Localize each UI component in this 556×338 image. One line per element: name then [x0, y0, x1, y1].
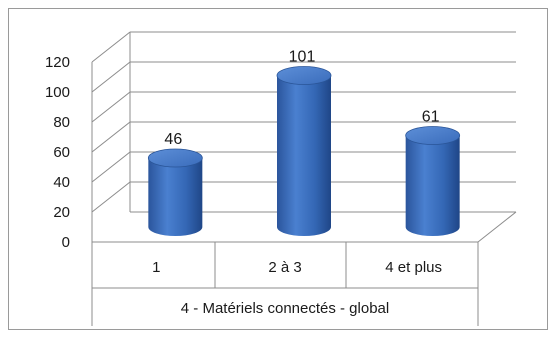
y-tick-label: 20 — [53, 204, 70, 221]
gridline-side — [91, 121, 131, 153]
y-tick-label: 120 — [45, 54, 70, 71]
bar-body — [405, 135, 460, 237]
bar-top — [276, 66, 332, 85]
category-label: 1 — [152, 259, 160, 276]
category-label: 2 à 3 — [268, 259, 301, 276]
gridline-side — [91, 181, 131, 213]
bar — [405, 126, 461, 237]
gridline-side — [91, 91, 131, 123]
bar — [276, 66, 332, 236]
category-table — [91, 242, 479, 326]
data-label: 101 — [289, 49, 316, 66]
category-labels: 1 2 à 3 4 et plus — [152, 259, 442, 276]
bar-body — [148, 158, 203, 237]
bar-body — [277, 75, 331, 236]
gridline-side — [91, 31, 131, 63]
y-axis-ticks: 0 20 40 60 80 100 120 — [45, 54, 70, 251]
y-tick-label: 0 — [62, 234, 70, 251]
bars — [147, 66, 461, 237]
bar — [147, 148, 203, 237]
floor-right-edge — [477, 211, 517, 243]
y-tick-label: 40 — [53, 174, 70, 191]
y-tick-label: 80 — [53, 114, 70, 131]
data-label: 61 — [422, 109, 440, 126]
y-tick-label: 100 — [45, 84, 70, 101]
category-label: 4 et plus — [385, 259, 442, 276]
data-labels: 46 101 61 — [164, 49, 439, 149]
y-tick-label: 60 — [53, 144, 70, 161]
bar-top — [147, 148, 203, 168]
group-label: 4 - Matériels connectés - global — [181, 300, 389, 317]
gridline-side — [91, 151, 131, 183]
data-label: 46 — [164, 131, 182, 148]
bar-top — [405, 126, 461, 145]
gridline-side — [91, 61, 131, 93]
